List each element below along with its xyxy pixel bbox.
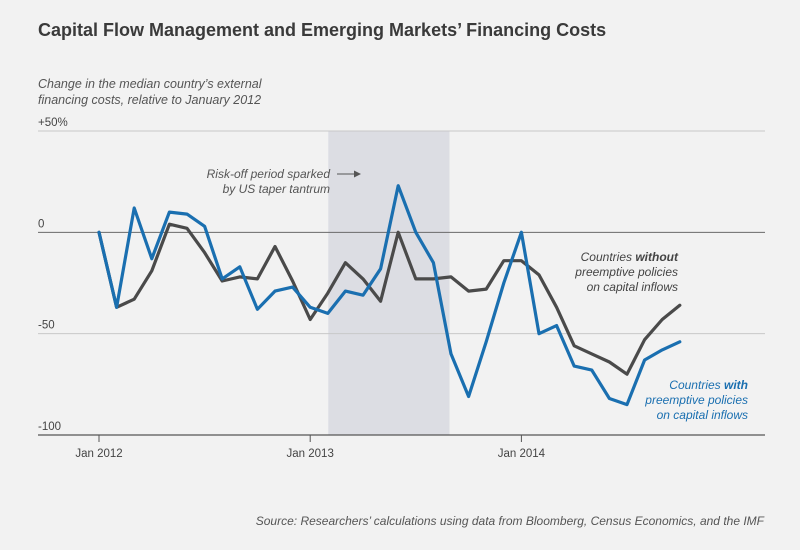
- source-note: Source: Researchers’ calculations using …: [255, 514, 764, 528]
- chart-title: Capital Flow Management and Emerging Mar…: [38, 20, 607, 40]
- axis-layer: Jan 2012 Jan 2013 Jan 2014: [38, 434, 765, 460]
- shaded-region-layer: [328, 131, 450, 435]
- series-label-with: Countries with: [669, 378, 748, 392]
- series-label-text: preemptive policies: [574, 265, 678, 279]
- series-label-without: on capital inflows: [587, 280, 678, 294]
- series-label-text: Countries: [669, 378, 724, 392]
- series-label-with: preemptive policies: [644, 393, 748, 407]
- series-label-text: with: [724, 378, 748, 392]
- y-tick-label: 0: [38, 218, 44, 230]
- x-tick-label: Jan 2014: [498, 448, 546, 460]
- x-tick-label: Jan 2012: [75, 448, 122, 460]
- chart-subtitle: Change in the median country’s external …: [38, 77, 262, 107]
- y-tick-label: -50: [38, 320, 55, 332]
- annotation-arrowhead: [354, 170, 361, 178]
- series-label-text: without: [635, 250, 679, 264]
- gridlines-layer: +50% 0 -50 -100: [38, 117, 765, 433]
- series-label-without: Countries without: [581, 250, 679, 264]
- series-line-with: [97, 184, 682, 407]
- series-label-with: on capital inflows: [657, 408, 748, 422]
- series-label-text: Countries: [581, 250, 636, 264]
- series-label-without: preemptive policies: [574, 265, 678, 279]
- y-tick-label: -100: [38, 421, 61, 433]
- risk-off-shaded-region: [328, 131, 450, 435]
- risk-off-annotation: by US taper tantrum: [223, 182, 330, 196]
- series-label-text: on capital inflows: [587, 280, 678, 294]
- series-line-without: [97, 222, 682, 376]
- risk-off-annotation: Risk-off period sparked: [207, 167, 331, 181]
- series-label-text: preemptive policies: [644, 393, 748, 407]
- series-label-text: on capital inflows: [657, 408, 748, 422]
- x-tick-label: Jan 2013: [287, 448, 334, 460]
- series-layer: [97, 184, 682, 407]
- y-tick-label: +50%: [38, 117, 68, 129]
